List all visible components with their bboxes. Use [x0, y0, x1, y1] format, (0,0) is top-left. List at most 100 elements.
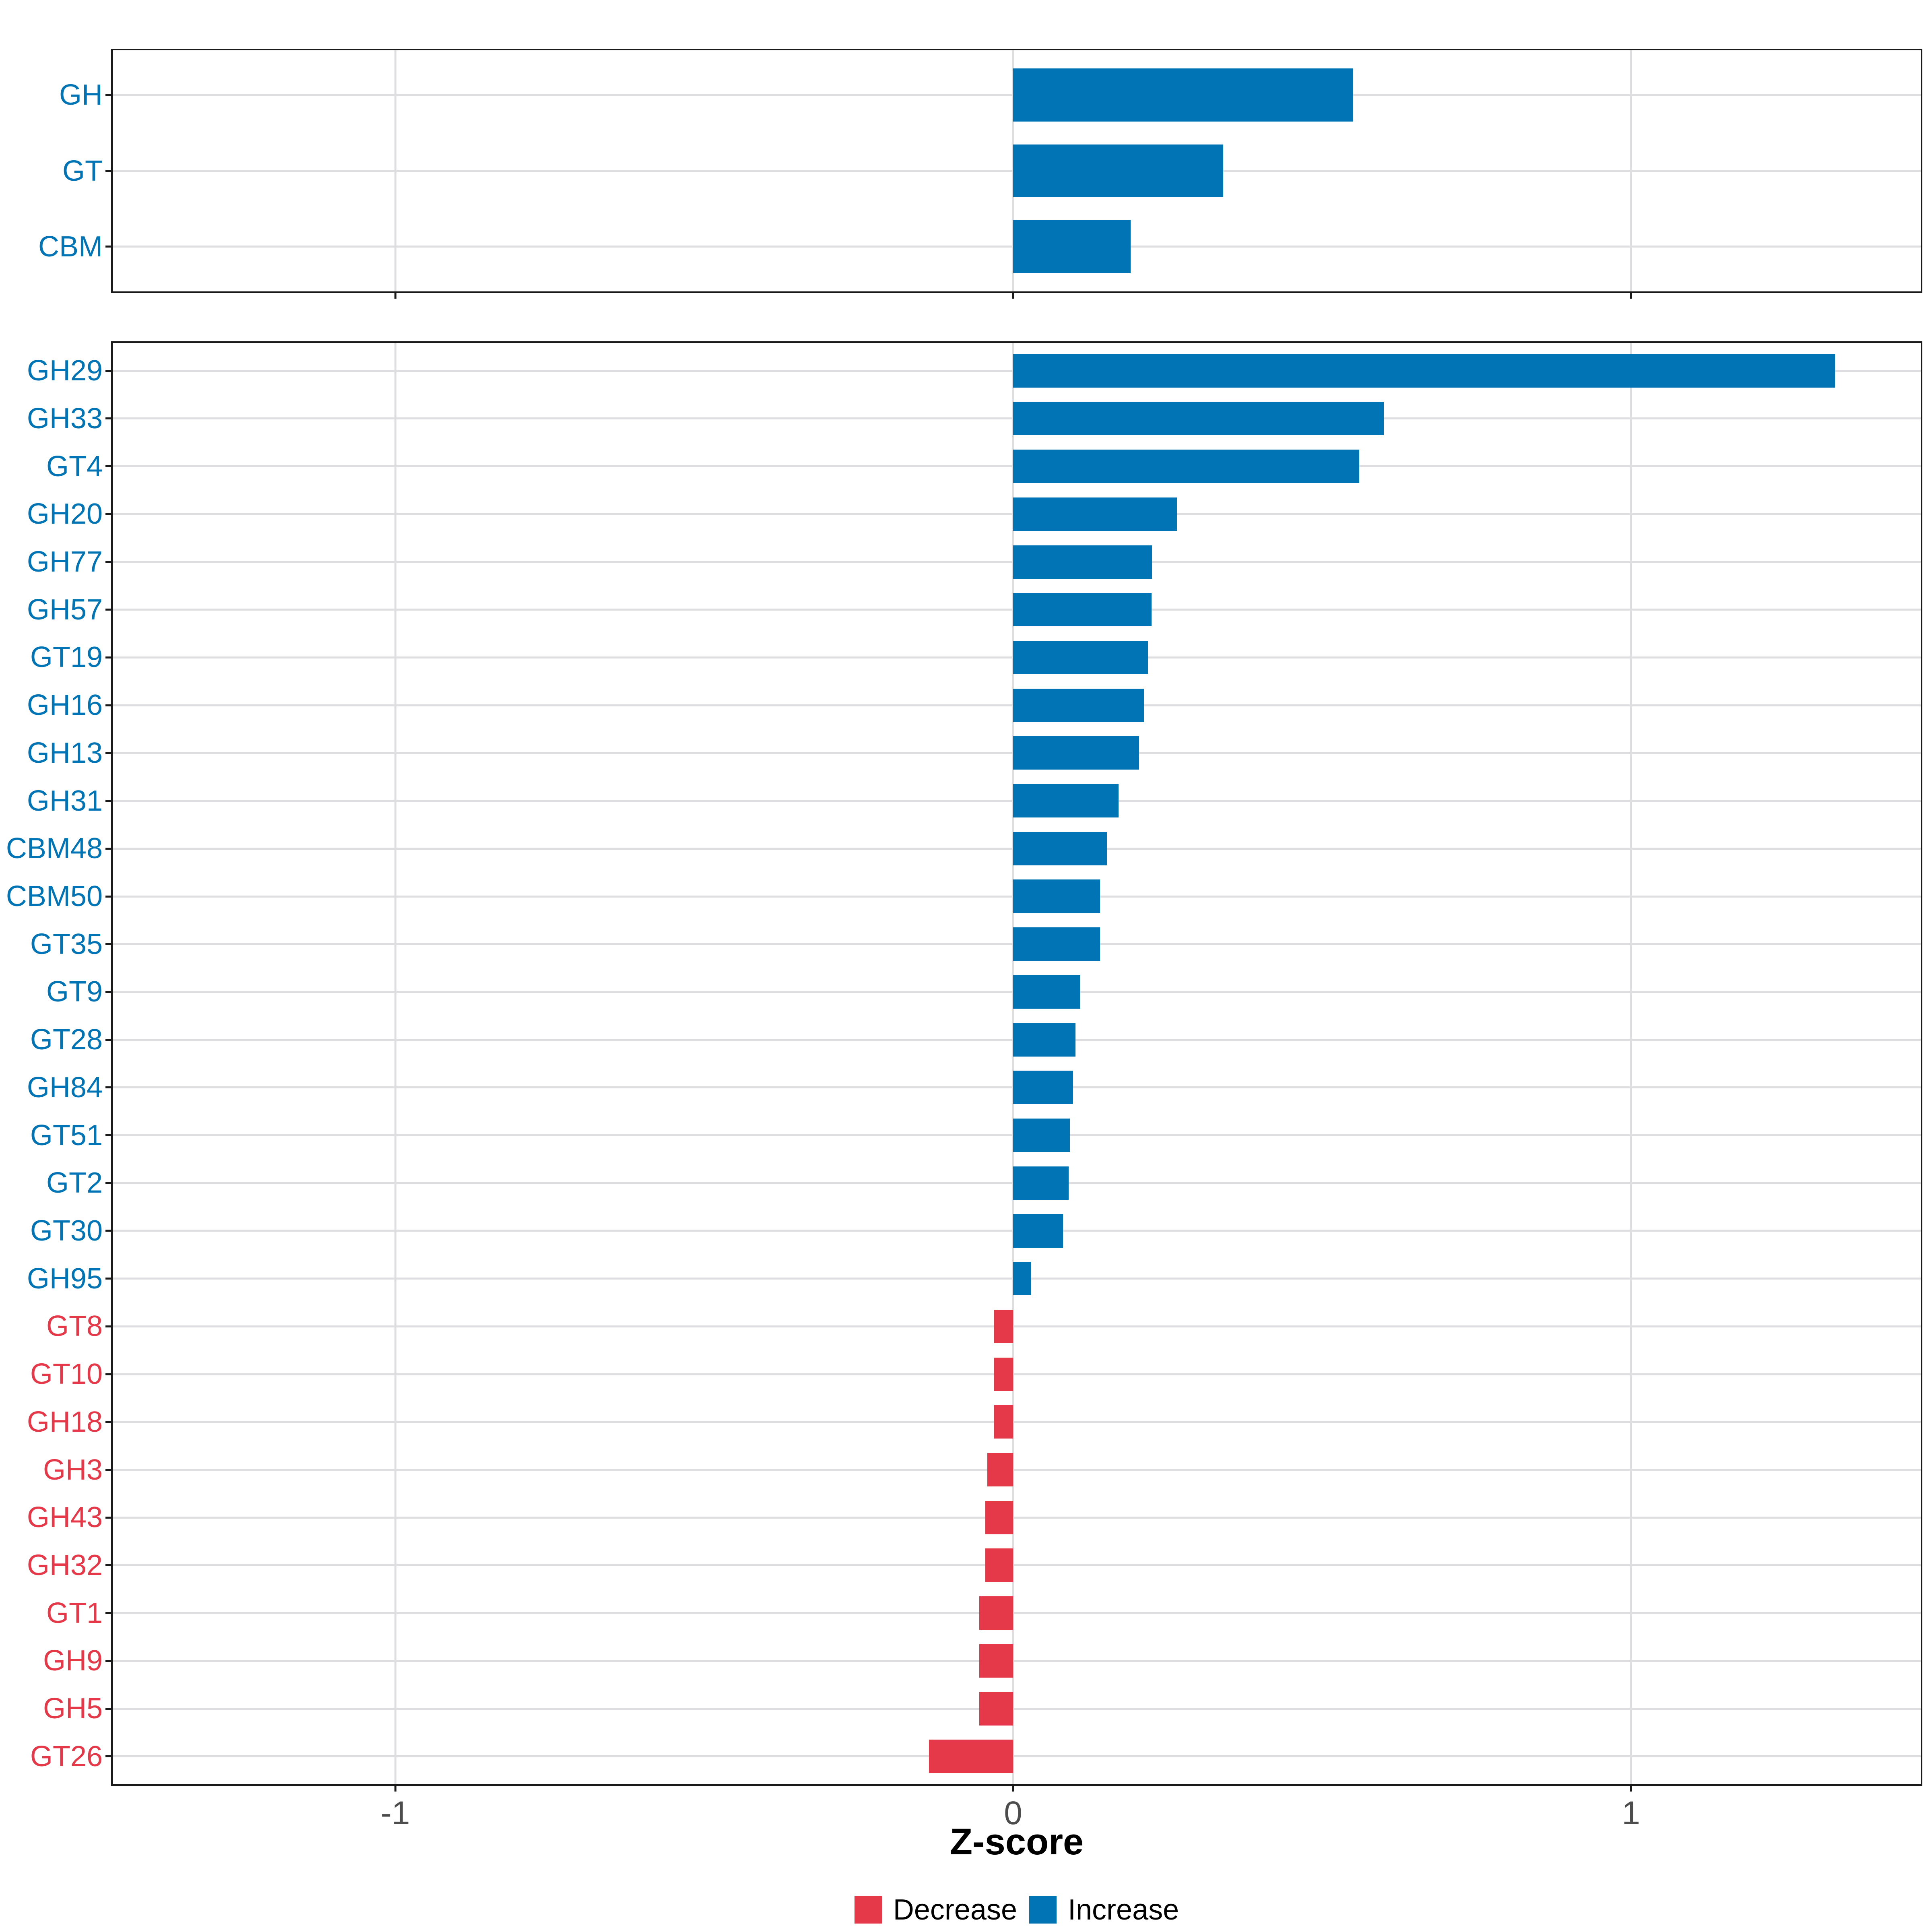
y-axis-label: GT26 [30, 1740, 103, 1773]
y-tick [105, 656, 112, 658]
y-axis-label: GH31 [27, 784, 103, 817]
y-tick [105, 895, 112, 898]
y-tick [105, 847, 112, 850]
y-tick [105, 1134, 112, 1137]
y-tick [105, 1707, 112, 1710]
y-tick [105, 513, 112, 515]
y-tick [105, 1278, 112, 1280]
x-tick [394, 292, 396, 299]
legend-label-increase: Increase [1068, 1894, 1179, 1926]
y-axis-label: CBM50 [6, 880, 103, 913]
bar [1013, 450, 1359, 483]
bar [1013, 68, 1353, 122]
bar [994, 1405, 1013, 1439]
bar [1013, 1214, 1063, 1248]
y-tick [105, 561, 112, 563]
y-axis-label: GH95 [27, 1262, 103, 1295]
y-axis-label: GH13 [27, 737, 103, 769]
bar [1013, 1262, 1031, 1296]
y-tick [105, 417, 112, 420]
y-axis-label: GH29 [27, 355, 103, 387]
bar [985, 1501, 1013, 1534]
y-tick [105, 1373, 112, 1375]
bar [1013, 497, 1177, 531]
bar [1013, 402, 1384, 436]
y-axis-label: GH77 [27, 546, 103, 578]
h-gridline [112, 1469, 1922, 1471]
v-gridline [1012, 342, 1014, 1785]
y-axis-label: GH43 [27, 1501, 103, 1534]
x-tick-label-zero: 0 [1004, 1795, 1022, 1831]
y-axis-label: GH9 [43, 1645, 103, 1677]
bar [985, 1548, 1013, 1582]
y-axis-label: GT35 [30, 928, 103, 960]
bar [979, 1692, 1013, 1726]
bar [994, 1309, 1013, 1343]
bar [1013, 1071, 1073, 1104]
y-axis-label: GT8 [46, 1310, 103, 1343]
y-axis-label: GT10 [30, 1358, 103, 1391]
bar [994, 1357, 1013, 1391]
h-gridline [112, 1516, 1922, 1519]
y-tick [105, 609, 112, 611]
y-axis-label: CBM48 [6, 832, 103, 865]
y-tick [105, 1612, 112, 1614]
x-tick [1012, 292, 1014, 299]
v-gridline [394, 342, 396, 1785]
x-tick [1630, 292, 1632, 299]
bar [1013, 545, 1152, 579]
y-tick [105, 465, 112, 468]
y-axis-label: GT2 [46, 1167, 103, 1199]
bar [1013, 220, 1131, 273]
y-axis-label: GH57 [27, 593, 103, 626]
x-axis-title: Z-score [949, 1821, 1084, 1862]
y-tick [105, 1516, 112, 1519]
bar [1013, 593, 1152, 627]
y-tick [105, 1182, 112, 1184]
h-gridline [112, 1660, 1922, 1662]
y-tick [105, 1469, 112, 1471]
bar [1013, 1023, 1076, 1057]
h-gridline [112, 1612, 1922, 1614]
y-axis-label: GT9 [46, 976, 103, 1008]
bar [1013, 784, 1119, 818]
bar [987, 1453, 1013, 1487]
y-axis-label: GH32 [27, 1549, 103, 1581]
y-tick [105, 1325, 112, 1327]
y-axis-label: GT51 [30, 1119, 103, 1152]
y-axis-label: CBM [38, 230, 103, 263]
y-tick [105, 246, 112, 248]
bar [1013, 736, 1139, 770]
bar [1013, 688, 1144, 722]
y-axis-label: GT [62, 155, 103, 187]
y-axis-label: GT28 [30, 1024, 103, 1056]
y-tick [105, 94, 112, 96]
bar [1013, 927, 1100, 961]
legend-label-decrease: Decrease [893, 1894, 1017, 1926]
h-gridline [112, 1755, 1922, 1758]
x-tick-label-neg1: -1 [380, 1795, 410, 1831]
y-tick [105, 800, 112, 802]
h-gridline [112, 1373, 1922, 1375]
y-tick [105, 1564, 112, 1567]
y-tick [105, 369, 112, 372]
y-tick [105, 704, 112, 706]
y-tick [105, 752, 112, 754]
bar [979, 1644, 1013, 1678]
y-axis-label: GH20 [27, 498, 103, 530]
h-gridline [112, 1564, 1922, 1567]
bar [1013, 144, 1223, 198]
y-axis-label: GH16 [27, 689, 103, 722]
x-tick [1012, 1785, 1014, 1792]
y-axis-label: GT19 [30, 641, 103, 674]
y-axis-label: GT4 [46, 450, 103, 483]
x-tick [1630, 1785, 1632, 1792]
bar [1013, 354, 1835, 388]
h-gridline [112, 1707, 1922, 1710]
bar [929, 1740, 1013, 1773]
legend-item-decrease: Decrease [854, 1892, 1017, 1928]
bar [1013, 879, 1100, 913]
y-tick [105, 991, 112, 993]
bar [1013, 975, 1081, 1009]
